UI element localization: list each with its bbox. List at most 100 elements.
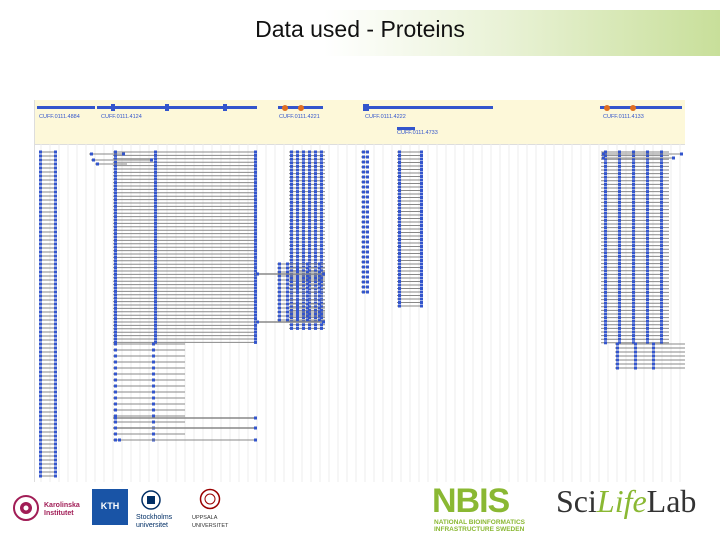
alignment-exon	[39, 474, 42, 478]
alignment-exon	[256, 272, 259, 276]
alignment-exon	[154, 181, 157, 185]
scilife-part-life: Life	[596, 483, 647, 519]
gene-model-track[interactable]: CUFF.0111.4884 CUFF.0111.4124 CUFF.0111.…	[35, 100, 685, 145]
alignment-exon	[39, 274, 42, 278]
alignment-exon	[660, 294, 663, 298]
alignment-exon	[632, 319, 635, 323]
alignment-exon	[154, 300, 157, 304]
genome-browser-view[interactable]: CUFF.0111.4884 CUFF.0111.4124 CUFF.0111.…	[34, 100, 685, 482]
alignment-exon	[320, 283, 323, 287]
alignment-exon	[39, 290, 42, 294]
alignment-exon	[306, 282, 309, 286]
alignment-exon	[114, 420, 117, 424]
alignment-exon	[314, 168, 317, 172]
alignment-exon	[54, 198, 57, 202]
alignment-exon	[398, 273, 401, 276]
alignment-exon	[314, 247, 317, 251]
alignment-exon	[618, 182, 621, 186]
gene-label[interactable]: CUFF.0111.4222	[365, 114, 406, 120]
alignment-exon	[54, 422, 57, 426]
alignment-exon	[320, 244, 323, 248]
alignment-exon	[302, 154, 305, 158]
gene-bar[interactable]	[37, 106, 95, 109]
alignment-exon	[114, 153, 117, 157]
highlight-marker	[604, 105, 610, 111]
scilifelab-logo: SciLifeLab	[556, 483, 696, 520]
alignment-exon	[114, 286, 117, 290]
alignment-exon	[296, 236, 299, 240]
alignment-exon	[320, 265, 323, 269]
alignment-exon	[302, 258, 305, 262]
alignment-exon	[39, 426, 42, 430]
alignment-exon	[154, 225, 157, 229]
alignment-exon	[290, 161, 293, 165]
alignment-exon	[54, 214, 57, 218]
alignment-exon	[646, 190, 649, 194]
alignment-exon	[362, 175, 365, 179]
alignment-exon	[154, 208, 157, 212]
alignment-exon	[660, 254, 663, 258]
alignment-exon	[114, 384, 117, 388]
alignment-exon	[302, 197, 305, 201]
alignment-exon	[398, 241, 401, 245]
alignment-exon	[398, 217, 401, 220]
alignment-exon	[114, 218, 117, 222]
gene-bar[interactable]	[397, 127, 415, 130]
alignment-exon	[362, 265, 365, 269]
protein-alignment-track[interactable]	[35, 144, 685, 482]
gene-label[interactable]: CUFF.0111.4221	[279, 114, 320, 120]
alignment-exon	[604, 179, 607, 183]
alignment-exon	[114, 259, 117, 263]
alignment-exon	[660, 305, 663, 309]
alignment-exon	[39, 346, 42, 350]
alignment-exon	[39, 398, 42, 402]
alignment-exon	[398, 213, 401, 217]
alignment-exon	[660, 298, 663, 302]
gene-bar[interactable]	[97, 106, 257, 109]
gene-label[interactable]: CUFF.0111.4124	[101, 114, 142, 120]
alignment-exon	[296, 258, 299, 262]
alignment-exon	[254, 416, 257, 420]
alignment-exon	[618, 280, 621, 284]
alignment-exon	[660, 341, 663, 345]
alignment-exon	[114, 366, 117, 370]
gene-bar[interactable]	[363, 106, 493, 109]
alignment-exon	[54, 158, 57, 162]
alignment-exon	[646, 186, 649, 190]
alignment-exon	[420, 168, 423, 171]
alignment-exon	[286, 302, 289, 306]
alignment-exon	[302, 179, 305, 183]
alignment-exon	[39, 446, 42, 450]
gene-label[interactable]: CUFF.0111.4733	[397, 130, 438, 136]
alignment-exon	[152, 372, 155, 376]
alignment-exon	[314, 283, 317, 287]
gene-label[interactable]: CUFF.0111.4133	[603, 114, 644, 120]
alignment-exon	[54, 246, 57, 250]
alignment-exon	[296, 204, 299, 208]
alignment-exon	[420, 224, 423, 227]
alignment-exon	[54, 386, 57, 390]
gene-label[interactable]: CUFF.0111.4884	[39, 114, 80, 120]
gene-bar[interactable]	[600, 106, 682, 109]
alignment-exon	[39, 186, 42, 190]
alignment-exon	[646, 218, 649, 222]
alignment-exon	[114, 337, 117, 341]
alignment-exon	[296, 251, 299, 255]
alignment-exon	[256, 320, 259, 324]
alignment-exon	[296, 310, 299, 314]
alignment-exon	[632, 341, 635, 345]
alignment-exon	[290, 326, 293, 330]
alignment-exon	[254, 255, 257, 259]
alignment-exon	[54, 390, 57, 394]
alignment-exon	[618, 341, 621, 345]
alignment-exon	[286, 314, 289, 318]
alignment-exon	[604, 175, 607, 179]
alignment-exon	[154, 255, 157, 259]
alignment-exon	[308, 233, 311, 237]
alignment-exon	[278, 274, 281, 278]
alignment-exon	[114, 184, 117, 188]
alignment-exon	[660, 240, 663, 244]
alignment-exon	[254, 249, 257, 253]
alignment-exon	[632, 247, 635, 251]
alignment-exon	[296, 215, 299, 219]
